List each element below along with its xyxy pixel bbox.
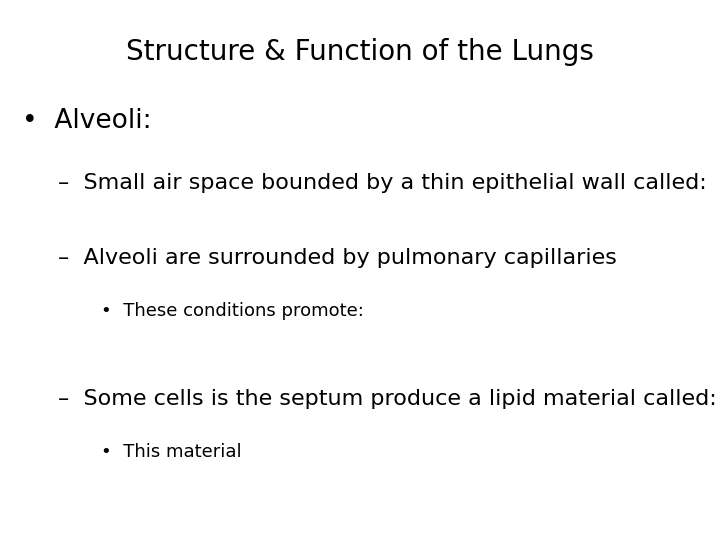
Text: –  Alveoli are surrounded by pulmonary capillaries: – Alveoli are surrounded by pulmonary ca… <box>58 248 616 268</box>
Text: •  Alveoli:: • Alveoli: <box>22 108 151 134</box>
Text: –  Some cells is the septum produce a lipid material called:: – Some cells is the septum produce a lip… <box>58 389 716 409</box>
Text: Structure & Function of the Lungs: Structure & Function of the Lungs <box>126 38 594 66</box>
Text: –  Small air space bounded by a thin epithelial wall called:: – Small air space bounded by a thin epit… <box>58 173 706 193</box>
Text: •  This material: • This material <box>101 443 241 461</box>
Text: •  These conditions promote:: • These conditions promote: <box>101 302 364 320</box>
